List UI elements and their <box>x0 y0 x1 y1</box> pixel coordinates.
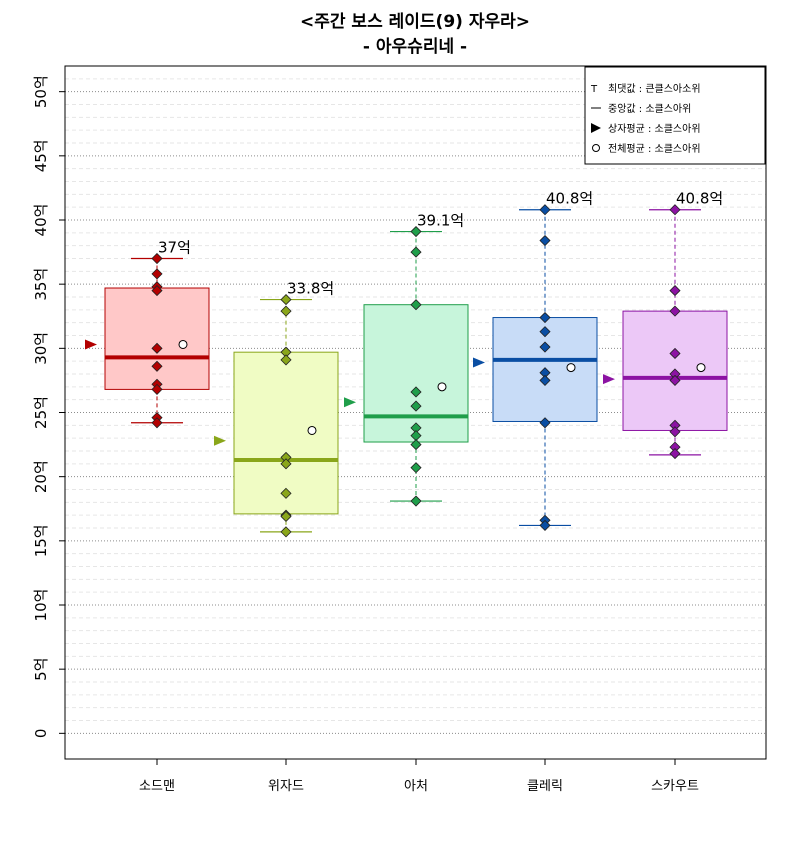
y-axis: 0 5억 10억 15억 20억 25억 30억 35억 40억 45억 50억 <box>32 75 65 738</box>
box-mean-marker <box>85 339 97 350</box>
data-point <box>280 354 292 366</box>
y-tick-label: 5억 <box>32 657 50 680</box>
y-tick-label: 15억 <box>32 524 50 557</box>
x-tick-label: 클레릭 <box>527 779 563 794</box>
box-mean-marker <box>473 357 485 368</box>
data-point <box>280 510 292 523</box>
data-point <box>539 234 551 247</box>
data-point <box>539 204 551 216</box>
overall-mean-marker <box>307 425 317 435</box>
box-mean-marker <box>344 397 356 408</box>
y-tick-label: 10억 <box>32 589 50 622</box>
data-point <box>410 299 422 311</box>
box-iqr <box>104 287 210 390</box>
y-tick-label: 0 <box>32 729 50 739</box>
legend-entry: 상자평균 : 소클스아위 <box>608 122 701 135</box>
data-point <box>151 383 163 395</box>
y-tick-label: 50억 <box>32 75 50 108</box>
data-point <box>410 462 422 474</box>
legend-entry: 중앙값 : 소클스아위 <box>608 102 691 115</box>
data-point <box>669 374 681 386</box>
data-point <box>410 495 422 507</box>
overall-mean-marker <box>437 382 447 392</box>
data-point <box>669 305 681 317</box>
box-group: 39.1억 <box>344 212 469 507</box>
legend-symbol <box>592 144 600 152</box>
data-point <box>280 487 292 499</box>
box-mean-marker <box>603 374 615 385</box>
data-point <box>280 526 292 538</box>
overall-mean-marker <box>566 363 576 373</box>
x-tick-label: 소드맨 <box>139 779 175 794</box>
y-tick-label: 20억 <box>32 460 50 493</box>
data-point <box>410 246 422 258</box>
data-point <box>151 342 163 354</box>
max-value-label: 33.8억 <box>287 280 334 298</box>
data-point <box>539 326 551 338</box>
y-tick-label: 40억 <box>32 204 50 237</box>
data-point <box>669 347 681 360</box>
box-group: 40.8억 <box>473 190 598 531</box>
y-tick-label: 30억 <box>32 332 50 365</box>
legend-box <box>584 66 766 165</box>
data-point <box>410 400 422 412</box>
y-tick-label: 45억 <box>32 139 50 172</box>
data-point <box>410 386 422 398</box>
data-point <box>280 458 292 470</box>
y-tick-label: 35억 <box>32 268 50 301</box>
box-iqr <box>233 351 339 515</box>
box-iqr <box>363 304 469 443</box>
legend-entry: 전체평균 : 소클스아위 <box>608 142 701 155</box>
data-point <box>151 417 163 429</box>
data-point <box>669 426 681 438</box>
data-point <box>410 439 422 451</box>
legend-entry: 최댓값 : 큰클스아소위 <box>608 82 701 95</box>
box-group: 33.8억 <box>214 280 339 538</box>
data-point <box>539 341 551 353</box>
boxes: 37억 33.8억 39.1억 40.8억 40.8억 <box>85 190 728 538</box>
data-point <box>539 417 551 429</box>
overall-mean-marker <box>696 363 706 373</box>
x-tick-label: 아처 <box>404 779 428 794</box>
x-tick-label: 위자드 <box>268 779 304 794</box>
box-mean-marker <box>214 435 226 446</box>
data-point <box>539 311 551 324</box>
overall-mean-marker <box>178 339 188 349</box>
chart-subtitle: - 아우슈리네 - <box>363 37 467 57</box>
box-group: 40.8억 <box>603 190 728 460</box>
data-point <box>280 305 292 317</box>
data-point <box>151 360 163 372</box>
data-point <box>539 519 551 531</box>
max-value-label: 40.8억 <box>546 190 593 208</box>
chart-title: <주간 보스 레이드(9) 자우라> <box>300 12 530 32</box>
x-tick-label: 스카우트 <box>651 779 699 794</box>
data-point <box>410 225 422 238</box>
max-value-label: 37억 <box>158 239 191 257</box>
data-point <box>280 294 292 306</box>
max-value-label: 39.1억 <box>417 212 464 230</box>
max-value-label: 40.8억 <box>676 190 723 208</box>
plot-frame <box>64 65 767 760</box>
data-point <box>151 252 163 265</box>
x-axis: 소드맨 위자드 아처 클레릭 스카우트 <box>139 759 699 794</box>
data-point <box>151 285 163 297</box>
data-point <box>151 268 163 280</box>
data-point <box>669 204 681 216</box>
data-point <box>539 374 551 386</box>
data-point <box>669 448 681 460</box>
y-tick-label: 25억 <box>32 396 50 429</box>
data-point <box>669 285 681 297</box>
legend-symbol <box>591 123 601 133</box>
legend-symbol: T <box>590 84 598 95</box>
box-group: 37억 <box>85 239 210 429</box>
